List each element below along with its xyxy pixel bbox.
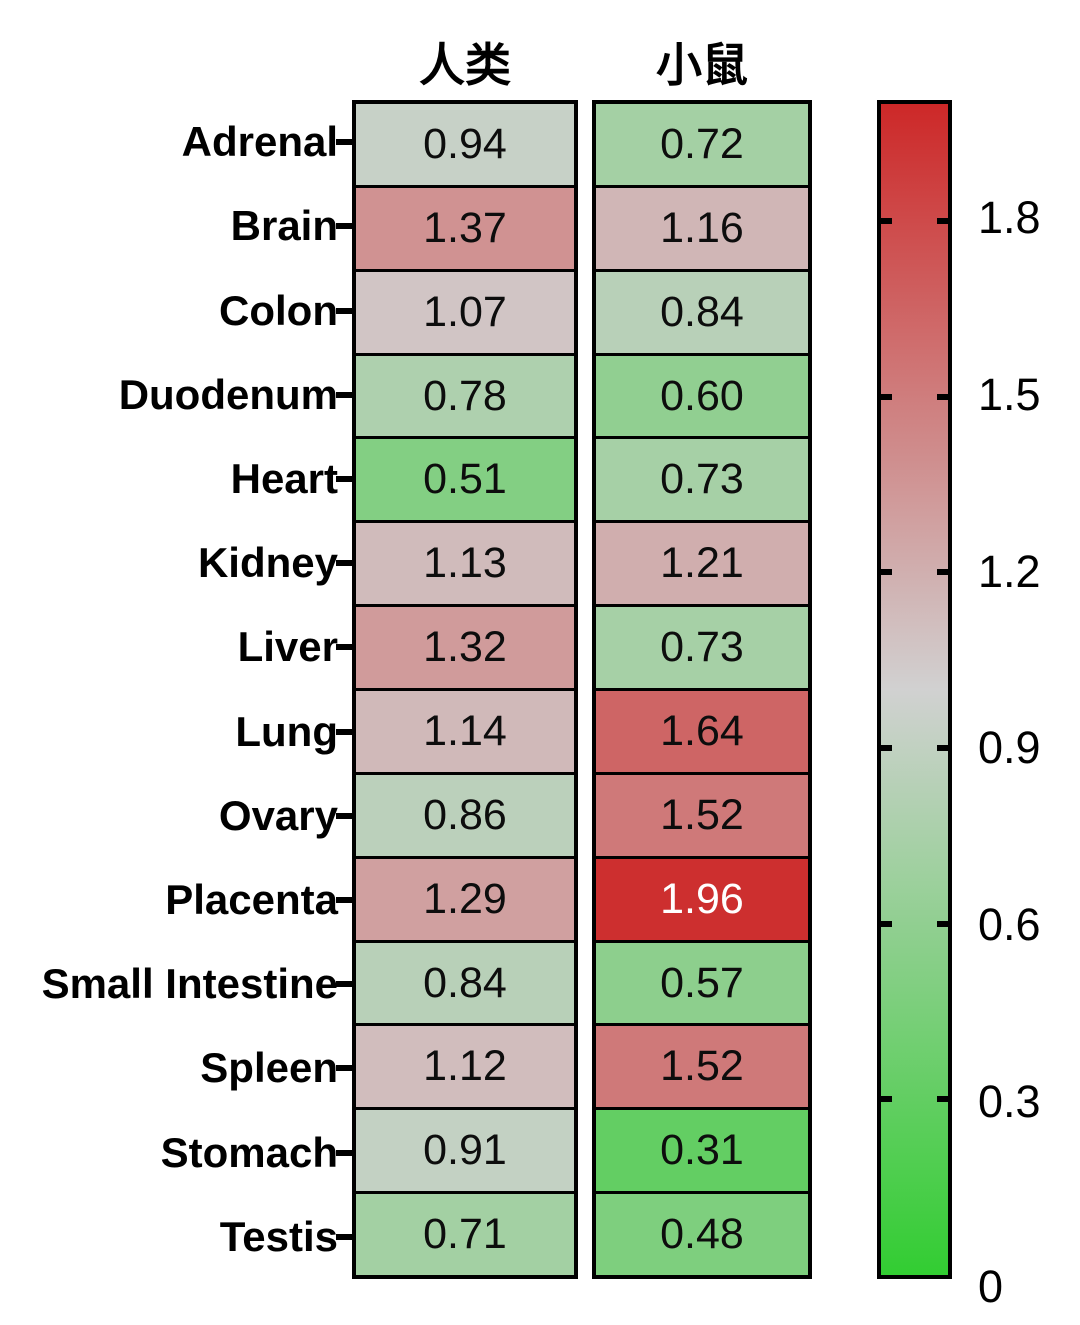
heatmap-cell: 1.16 — [596, 184, 808, 269]
heatmap-cell: 1.96 — [596, 855, 808, 940]
colorbar-tick — [881, 393, 892, 400]
colorbar — [877, 100, 952, 1279]
heatmap-column-human: 0.94 1.37 1.07 0.78 0.51 1.13 1.32 1.14 0.86 1.29… — [352, 100, 578, 1279]
row-tick — [336, 139, 354, 146]
heatmap-cell: 0.84 — [356, 939, 574, 1024]
row-tick — [336, 223, 354, 230]
row-tick — [336, 307, 354, 314]
colorbar-tick-label: 1.2 — [978, 545, 1041, 597]
row-label: Testis — [219, 1212, 338, 1260]
column-header-mouse: 小鼠 — [656, 39, 748, 91]
heatmap-cell: 0.31 — [596, 1107, 808, 1192]
row-label: Spleen — [200, 1044, 338, 1092]
colorbar-tick — [881, 569, 892, 576]
heatmap-cell: 0.48 — [596, 1191, 808, 1276]
colorbar-tick-label: 0.6 — [978, 899, 1041, 951]
heatmap-cell: 0.73 — [596, 436, 808, 521]
heatmap-cell: 0.60 — [596, 352, 808, 437]
heatmap-cell: 1.52 — [596, 771, 808, 856]
row-label: Heart — [230, 454, 338, 502]
heatmap-cell: 1.64 — [596, 688, 808, 772]
heatmap-cell: 1.29 — [356, 855, 574, 940]
colorbar-tick — [937, 745, 948, 752]
row-tick — [336, 897, 354, 904]
row-label: Brain — [230, 202, 338, 250]
colorbar-tick — [881, 1096, 892, 1103]
row-tick — [336, 475, 354, 482]
heatmap-cell: 1.13 — [356, 520, 574, 605]
heatmap-cell: 0.72 — [596, 104, 808, 185]
row-label: Stomach — [160, 1128, 338, 1176]
row-tick — [336, 1149, 354, 1156]
row-label: Colon — [219, 286, 338, 334]
heatmap-cell: 0.86 — [356, 771, 574, 856]
heatmap-cell: 0.91 — [356, 1107, 574, 1192]
colorbar-tick — [881, 745, 892, 752]
colorbar-tick — [937, 393, 948, 400]
row-tick — [336, 981, 354, 988]
colorbar-tick — [937, 920, 948, 927]
colorbar-tick-label: 0.9 — [978, 722, 1041, 774]
row-label: Kidney — [197, 539, 338, 587]
colorbar-tick — [881, 920, 892, 927]
heatmap-cell: 1.52 — [596, 1023, 808, 1108]
row-tick — [336, 728, 354, 735]
heatmap-cell: 1.07 — [356, 268, 574, 353]
column-header-human: 人类 — [419, 39, 511, 91]
row-label: Ovary — [218, 791, 338, 839]
row-tick — [336, 1233, 354, 1240]
heatmap-cell: 1.37 — [356, 184, 574, 269]
colorbar-tick-label: 1.8 — [978, 191, 1041, 243]
heatmap-cell: 1.14 — [356, 688, 574, 772]
colorbar-tick — [881, 218, 892, 225]
row-label: Adrenal — [181, 118, 338, 166]
row-label: Liver — [237, 623, 338, 671]
row-label: Small Intestine — [41, 960, 338, 1008]
heatmap-cell: 0.71 — [356, 1191, 574, 1276]
heatmap-cell: 1.21 — [596, 520, 808, 605]
row-label: Placenta — [165, 876, 338, 924]
heatmap-column-mouse: 0.72 1.16 0.84 0.60 0.73 1.21 0.73 1.64 1.52 1.96… — [592, 100, 812, 1279]
row-label: Lung — [235, 707, 338, 755]
colorbar-tick-label: 1.5 — [978, 368, 1041, 420]
row-tick — [336, 1065, 354, 1072]
colorbar-tick-label: 0.3 — [978, 1076, 1041, 1128]
heatmap-cell: 0.73 — [596, 604, 808, 689]
heatmap-cell: 1.12 — [356, 1023, 574, 1108]
heatmap-cell: 1.32 — [356, 604, 574, 689]
heatmap-cell: 0.94 — [356, 104, 574, 185]
colorbar-tick — [937, 218, 948, 225]
colorbar-tick-label: 0 — [978, 1261, 1004, 1312]
row-label: Duodenum — [118, 370, 338, 418]
heatmap-cell: 0.78 — [356, 352, 574, 437]
row-tick — [336, 644, 354, 651]
row-tick — [336, 560, 354, 567]
row-tick — [336, 391, 354, 398]
colorbar-tick — [937, 1096, 948, 1103]
heatmap-cell: 0.51 — [356, 436, 574, 521]
colorbar-tick — [937, 569, 948, 576]
heatmap-cell: 0.84 — [596, 268, 808, 353]
heatmap-cell: 0.57 — [596, 939, 808, 1024]
row-tick — [336, 812, 354, 819]
